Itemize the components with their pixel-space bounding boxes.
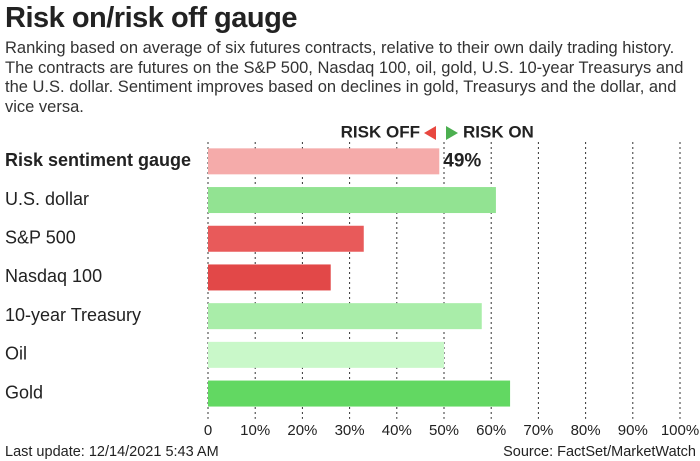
footer-right: Source: FactSet/MarketWatch xyxy=(503,444,696,460)
x-tick-label: 40% xyxy=(382,422,412,439)
x-tick-label: 70% xyxy=(523,422,553,439)
x-tick-label: 10% xyxy=(240,422,270,439)
legend-risk-off: RISK OFF xyxy=(341,122,420,141)
x-tick-label: 60% xyxy=(476,422,506,439)
category-label: S&P 500 xyxy=(5,228,76,248)
legend-arrow-left xyxy=(424,126,436,140)
bar xyxy=(208,264,331,291)
x-tick-label: 20% xyxy=(287,422,317,439)
footer-left: Last update: 12/14/2021 5:43 AM xyxy=(5,444,219,460)
legend-risk-on: RISK ON xyxy=(463,122,534,141)
category-label: U.S. dollar xyxy=(5,189,89,209)
x-tick-label: 100% xyxy=(661,422,699,439)
value-label: 49% xyxy=(443,150,481,171)
bar xyxy=(208,187,496,214)
category-label: 10-year Treasury xyxy=(5,305,141,325)
chart-title: Risk on/risk off gauge xyxy=(5,2,297,34)
x-tick-label: 90% xyxy=(618,422,648,439)
category-label: Oil xyxy=(5,344,27,364)
x-tick-label: 0 xyxy=(204,422,212,439)
bar xyxy=(208,380,511,407)
chart-subtitle: Ranking based on average of six futures … xyxy=(5,39,684,116)
category-label: Nasdaq 100 xyxy=(5,266,102,286)
x-tick-label: 50% xyxy=(429,422,459,439)
legend-arrow-right xyxy=(446,126,458,140)
x-tick-label: 30% xyxy=(335,422,365,439)
x-tick-label: 80% xyxy=(571,422,601,439)
category-label: Risk sentiment gauge xyxy=(5,150,191,170)
category-label: Gold xyxy=(5,382,43,402)
bar xyxy=(208,225,364,252)
bar xyxy=(208,303,482,330)
bar xyxy=(208,341,444,368)
bar xyxy=(208,148,440,175)
